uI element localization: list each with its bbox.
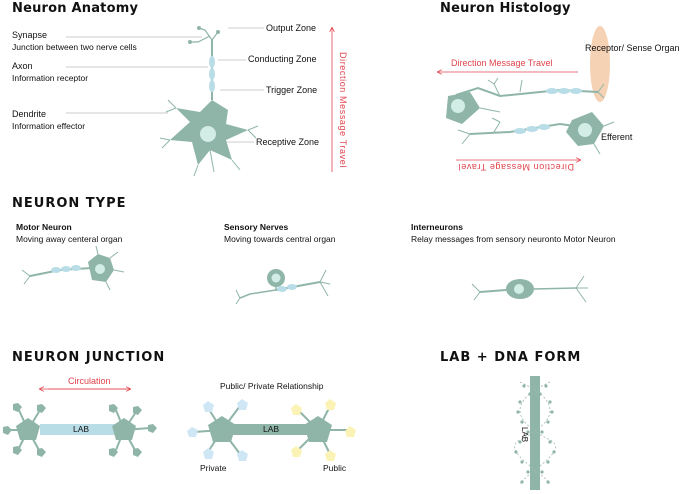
synapse-desc: Junction between two nerve cells: [12, 42, 137, 52]
public-label: Public: [323, 463, 347, 473]
motor-label: Motor Neuron: [16, 222, 72, 232]
anatomy-title: Neuron Anatomy: [12, 1, 139, 16]
dna-figure: [514, 376, 556, 490]
types-title: NEURON TYPE: [12, 196, 127, 211]
motor-desc: Moving away centeral organ: [16, 234, 123, 244]
motor-neuron-figure: [21, 245, 125, 291]
sensory-desc: Moving towards central organ: [224, 234, 336, 244]
dendrite-desc: Information effector: [12, 121, 86, 131]
interneuron-figure: [471, 275, 588, 303]
output-zone-label: Output Zone: [266, 23, 317, 33]
anatomy-neuron: [66, 26, 332, 177]
dna-lab-label: LAB: [520, 427, 529, 443]
receptor-label: Receptor/ Sense Organ: [585, 43, 680, 53]
junction-title: NEURON JUNCTION: [12, 350, 166, 365]
anatomy-direction-label: Direction Message Travel: [338, 52, 348, 168]
inter-desc: Relay messages from sensory neuronto Mot…: [411, 234, 616, 244]
private-label: Private: [200, 463, 227, 473]
sensory-label: Sensory Nerves: [224, 222, 289, 232]
junction-left-figure: [3, 403, 157, 457]
lab-dna-title: LAB + DNA FORM: [440, 350, 582, 365]
efferent-label: Efferent: [601, 132, 633, 142]
circulation-label: Circulation: [68, 376, 111, 386]
junction-right-figure: [187, 399, 356, 461]
axon-desc: Information receptor: [12, 73, 89, 83]
histology-neurons: [438, 26, 615, 160]
dendrite-label: Dendrite: [12, 109, 47, 119]
relationship-label: Public/ Private Relationship: [220, 381, 324, 391]
conducting-zone-label: Conducting Zone: [248, 54, 317, 64]
inter-label: Interneurons: [411, 222, 463, 232]
lab-left-label: LAB: [73, 424, 90, 434]
synapse-label: Synapse: [12, 30, 48, 40]
histology-direction-top: Direction Message Travel: [451, 58, 553, 68]
receptive-zone-label: Receptive Zone: [256, 137, 320, 147]
lab-right-label: LAB: [263, 424, 280, 434]
histology-title: Neuron Histology: [440, 1, 571, 16]
trigger-zone-label: Trigger Zone: [266, 85, 318, 95]
sensory-neuron-figure: [235, 269, 331, 305]
axon-label: Axon: [12, 61, 33, 71]
histology-direction-bottom: Direction Message Travel: [458, 162, 574, 172]
